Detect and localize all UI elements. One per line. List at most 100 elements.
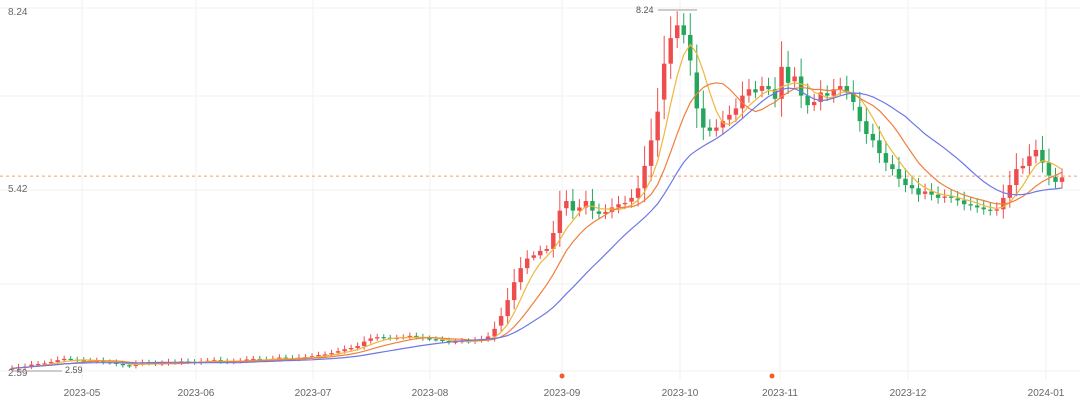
candle-body xyxy=(857,106,863,122)
candle-body xyxy=(309,356,315,358)
candle-body xyxy=(485,336,491,340)
candle-body xyxy=(955,198,960,201)
max-price-annotation: 8.24 xyxy=(636,5,654,15)
candle-body xyxy=(811,102,817,106)
candle-body xyxy=(1033,149,1039,157)
candle-body xyxy=(629,197,634,202)
candle-body xyxy=(838,86,843,90)
candle-body xyxy=(329,353,334,355)
candle-body xyxy=(577,207,582,211)
candle-body xyxy=(29,364,34,367)
candle-body xyxy=(68,358,73,361)
candle-body xyxy=(453,341,458,343)
candle-body xyxy=(929,191,934,195)
candle-body xyxy=(355,346,360,348)
candle-body xyxy=(244,359,249,361)
candle-body xyxy=(942,196,947,198)
candle-body xyxy=(544,248,549,251)
candle-body xyxy=(440,339,445,341)
candle-body xyxy=(1040,149,1045,163)
candle-body xyxy=(877,140,882,154)
candle-body xyxy=(1020,165,1026,169)
candle-body xyxy=(935,194,941,198)
candle-body xyxy=(414,335,419,338)
candle-body xyxy=(883,153,889,163)
candle-body xyxy=(818,92,823,103)
candle-body xyxy=(1014,169,1019,186)
candle-body xyxy=(335,351,341,353)
x-tick-label: 2023-07 xyxy=(295,388,332,399)
candle-body xyxy=(583,201,589,208)
candle-body xyxy=(675,25,680,39)
x-tick-label: 2024-01 xyxy=(1028,388,1065,399)
candle-body xyxy=(988,209,993,211)
x-tick-label: 2023-12 xyxy=(890,388,927,399)
moving-average-layer xyxy=(11,43,1063,369)
ma5-line xyxy=(11,43,1063,369)
candle-body xyxy=(720,121,726,128)
candle-body xyxy=(9,368,15,370)
candle-body xyxy=(772,89,778,99)
candle-body xyxy=(714,127,719,131)
x-tick-label: 2023-10 xyxy=(662,388,699,399)
candle-body xyxy=(531,255,536,258)
candle-body xyxy=(609,207,615,212)
candle-body xyxy=(557,210,563,233)
candle-body xyxy=(1027,156,1032,166)
candle-body xyxy=(733,108,739,115)
candle-body xyxy=(55,360,60,363)
candle-body xyxy=(120,363,126,366)
candle-body xyxy=(968,204,973,206)
candle-body xyxy=(961,200,967,205)
candle-body xyxy=(622,202,628,205)
label-layer: 8.24 5.42 2.59 2023-05 2023-06 2023-07 2… xyxy=(8,5,1065,399)
candle-body xyxy=(805,95,810,106)
candle-body xyxy=(348,347,354,350)
candle-body xyxy=(538,250,543,256)
y-tick-label-min: 2.59 xyxy=(8,368,28,379)
candle-body xyxy=(342,349,347,352)
x-tick-label: 2023-08 xyxy=(412,388,449,399)
candle-body xyxy=(381,337,386,339)
candle-body xyxy=(785,66,791,83)
event-marker xyxy=(559,373,565,379)
x-tick-label: 2023-09 xyxy=(544,388,581,399)
candle-body xyxy=(981,207,986,210)
candle-body xyxy=(922,191,928,194)
candle-body xyxy=(870,133,876,141)
candle-body xyxy=(518,268,523,283)
candle-body xyxy=(798,76,804,96)
x-tick-label: 2023-05 xyxy=(64,388,101,399)
candle-body xyxy=(779,66,784,99)
candle-body xyxy=(1007,185,1013,198)
candle-body xyxy=(831,89,836,96)
candle-body xyxy=(994,209,999,211)
candle-body xyxy=(916,188,921,195)
candle-body xyxy=(635,188,641,198)
candle-body xyxy=(433,339,439,341)
candle-body xyxy=(864,121,869,134)
candle-body xyxy=(603,211,608,214)
candle-body xyxy=(35,363,41,366)
candle-body xyxy=(498,316,504,326)
candle-body xyxy=(688,34,693,61)
candle-body xyxy=(792,76,797,82)
candle-body xyxy=(322,354,328,356)
candle-body xyxy=(211,360,217,362)
candle-body xyxy=(48,362,54,364)
candle-body xyxy=(642,165,647,189)
candle-body xyxy=(407,335,413,338)
candle-body xyxy=(368,338,373,341)
candle-body xyxy=(844,86,849,93)
ma10-line xyxy=(11,82,1063,369)
candle-body xyxy=(896,169,902,179)
event-marker xyxy=(769,373,775,379)
candle-body xyxy=(570,201,576,211)
candle-body xyxy=(316,355,321,357)
candle-body xyxy=(825,93,830,96)
candle-body xyxy=(361,341,367,347)
candle-body xyxy=(1046,162,1052,176)
candle-body xyxy=(661,63,667,100)
